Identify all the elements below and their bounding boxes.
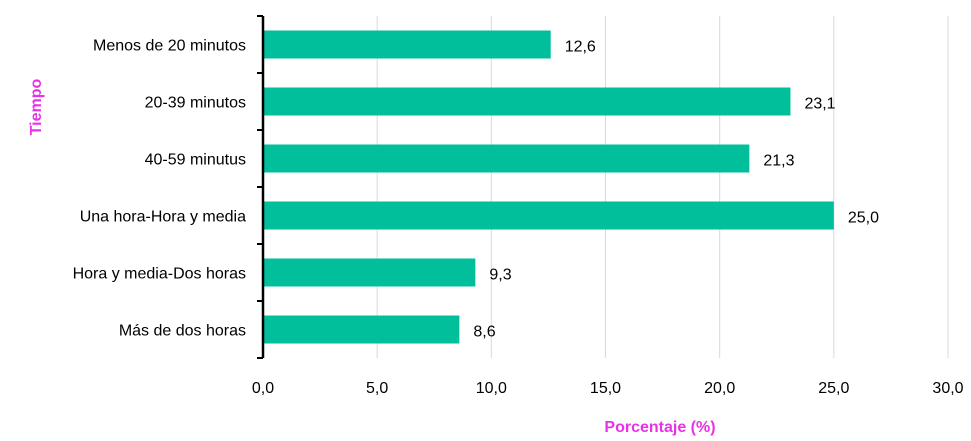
gridlines bbox=[376, 16, 949, 358]
category-labels: Menos de 20 minutos 20-39 minutos 40-59 mi… bbox=[73, 38, 247, 340]
category-label: Menos de 20 minutos bbox=[93, 38, 246, 55]
x-tick-label: 5,0 bbox=[366, 380, 388, 397]
x-tick-label: 15,0 bbox=[590, 380, 621, 397]
bars bbox=[263, 30, 834, 344]
data-labels: 12,6 23,1 21,3 25,0 9,3 8,6 bbox=[473, 39, 879, 341]
x-tick-label: 20,0 bbox=[704, 380, 735, 397]
y-axis bbox=[257, 15, 265, 359]
data-label: 12,6 bbox=[565, 39, 596, 56]
data-label: 25,0 bbox=[848, 210, 879, 227]
bar bbox=[263, 201, 834, 230]
x-tick-label: 10,0 bbox=[476, 380, 507, 397]
x-tick-label: 30,0 bbox=[932, 380, 963, 397]
category-label: 40-59 minutus bbox=[145, 152, 246, 169]
bar bbox=[263, 144, 750, 173]
data-label: 9,3 bbox=[489, 267, 511, 284]
bar bbox=[263, 315, 460, 344]
data-label: 23,1 bbox=[804, 96, 835, 113]
category-label: 20-39 minutos bbox=[145, 95, 246, 112]
x-tick-label: 25,0 bbox=[818, 380, 849, 397]
bar bbox=[263, 87, 791, 116]
category-label: Una hora-Hora y media bbox=[80, 209, 246, 226]
bar bbox=[263, 30, 551, 59]
x-tick-label: 0,0 bbox=[252, 380, 274, 397]
y-axis-title: Tiempo bbox=[28, 78, 45, 135]
category-label: Más de dos horas bbox=[119, 323, 246, 340]
x-tick-labels: 0,0 5,0 10,0 15,0 20,0 25,0 30,0 bbox=[252, 380, 964, 397]
x-axis-title: Porcentaje (%) bbox=[604, 419, 715, 436]
bar bbox=[263, 258, 476, 287]
data-label: 8,6 bbox=[473, 324, 495, 341]
category-label: Hora y media-Dos horas bbox=[73, 266, 246, 283]
data-label: 21,3 bbox=[763, 153, 794, 170]
